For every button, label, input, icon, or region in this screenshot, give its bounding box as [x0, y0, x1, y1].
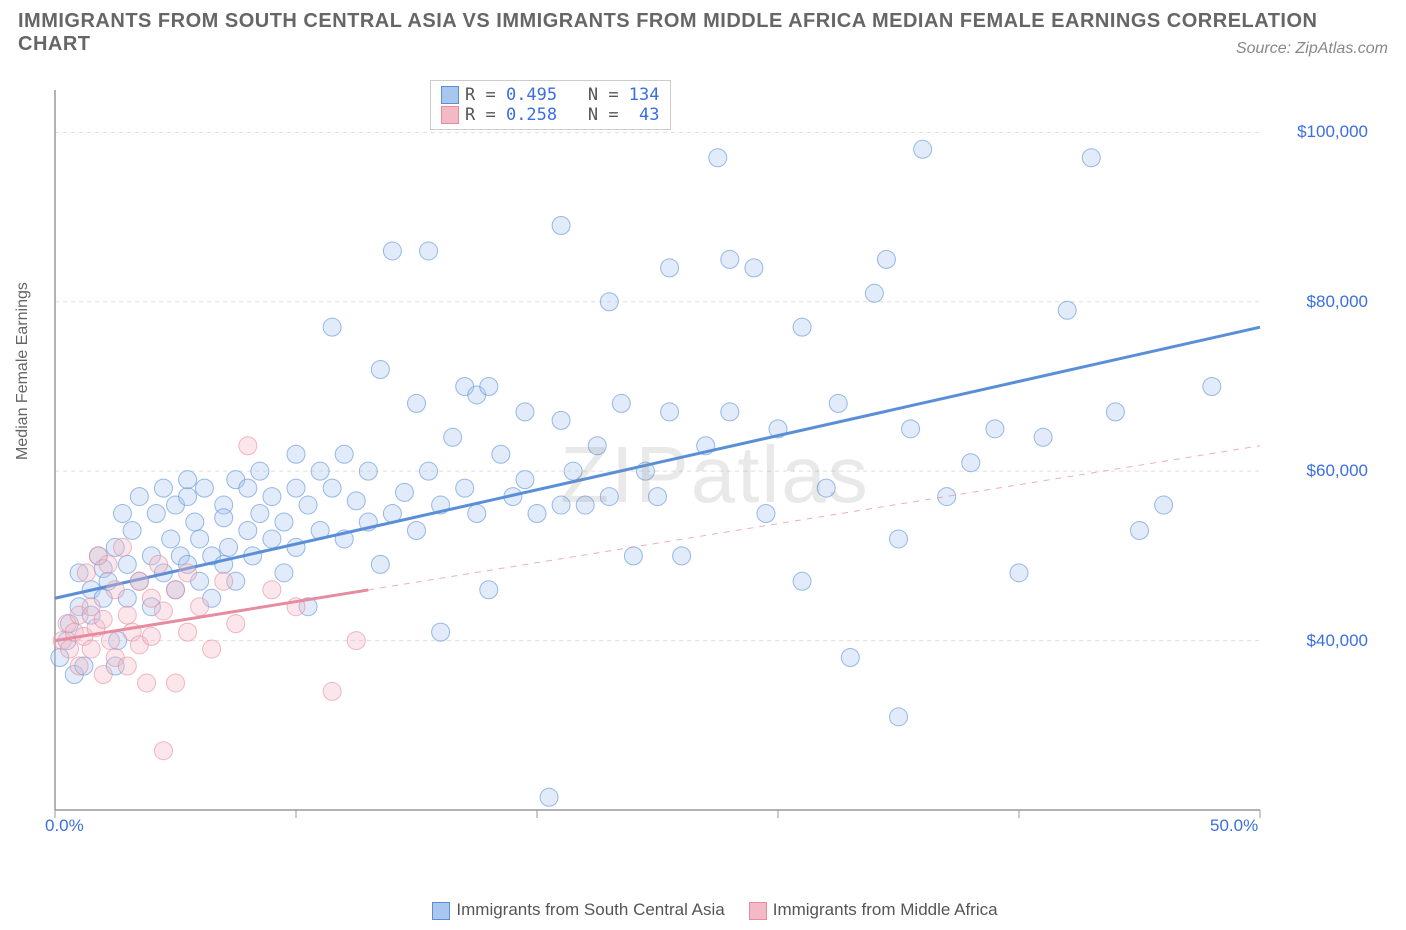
legend-swatch [432, 902, 450, 920]
legend-label: Immigrants from South Central Asia [456, 900, 724, 919]
legend-bottom: Immigrants from South Central Asia Immigr… [0, 900, 1406, 920]
y-tick-label: $100,000 [1297, 122, 1368, 142]
legend-label: Immigrants from Middle Africa [773, 900, 998, 919]
scatter-chart: ZIPatlas R = 0.495 N = 134R = 0.258 N = … [50, 80, 1380, 870]
legend-swatch [749, 902, 767, 920]
x-tick-label: 0.0% [45, 816, 84, 836]
page-title: IMMIGRANTS FROM SOUTH CENTRAL ASIA VS IM… [18, 10, 1388, 56]
y-tick-label: $80,000 [1307, 292, 1368, 312]
y-tick-label: $60,000 [1307, 461, 1368, 481]
x-tick-label: 50.0% [1210, 816, 1258, 836]
stat-legend: R = 0.495 N = 134R = 0.258 N = 43 [430, 80, 671, 130]
source-label: Source: ZipAtlas.com [1236, 40, 1388, 58]
y-tick-label: $40,000 [1307, 631, 1368, 651]
stat-legend-row: R = 0.258 N = 43 [441, 105, 660, 125]
stat-legend-row: R = 0.495 N = 134 [441, 85, 660, 105]
y-axis-label: Median Female Earnings [14, 282, 32, 460]
